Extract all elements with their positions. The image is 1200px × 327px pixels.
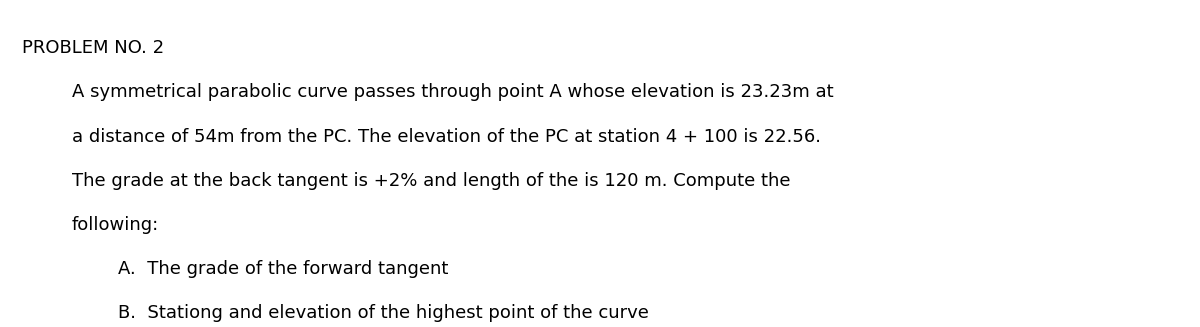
Text: B.  Stationg and elevation of the highest point of the curve: B. Stationg and elevation of the highest…: [118, 304, 648, 322]
Text: PROBLEM NO. 2: PROBLEM NO. 2: [22, 39, 163, 57]
Text: The grade at the back tangent is +2% and length of the is 120 m. Compute the: The grade at the back tangent is +2% and…: [72, 172, 791, 190]
Text: A.  The grade of the forward tangent: A. The grade of the forward tangent: [118, 260, 448, 278]
Text: a distance of 54m from the PC. The elevation of the PC at station 4 + 100 is 22.: a distance of 54m from the PC. The eleva…: [72, 128, 821, 146]
Text: following:: following:: [72, 216, 160, 234]
Text: A symmetrical parabolic curve passes through point A whose elevation is 23.23m a: A symmetrical parabolic curve passes thr…: [72, 83, 834, 101]
